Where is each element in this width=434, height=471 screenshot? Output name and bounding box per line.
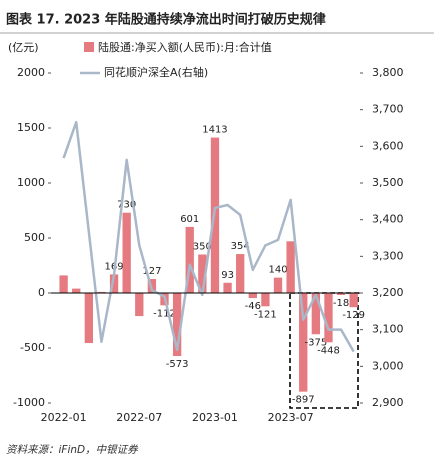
bar — [248, 293, 257, 299]
value-label: -18 — [333, 298, 349, 309]
bar — [185, 226, 194, 293]
bar — [286, 241, 295, 293]
bar — [172, 293, 182, 357]
y2-tick-label: 3,700 — [372, 103, 404, 116]
value-label: -121 — [254, 309, 277, 320]
value-label: 354 — [231, 241, 250, 252]
value-label: 127 — [142, 266, 161, 277]
bar — [336, 293, 346, 295]
source: 资料来源：iFinD，中银证券 — [6, 444, 139, 456]
y2-tick-label: 3,600 — [372, 139, 404, 152]
bar — [349, 293, 358, 308]
y2-tick-label: 2,900 — [372, 396, 404, 409]
x-tick-label: 2022-07 — [116, 411, 162, 424]
value-label: 93 — [221, 270, 234, 281]
y-tick-label: 1000 — [17, 176, 45, 189]
y2-tick-label: 3,400 — [372, 213, 404, 226]
y-tick-label: 2000 — [17, 66, 45, 79]
y-tick-label: -500 — [20, 341, 45, 354]
y2-tick-label: 3,800 — [372, 66, 404, 79]
bar — [324, 293, 333, 343]
y-tick-label: 0 — [38, 286, 45, 299]
bar — [72, 288, 81, 293]
bar — [299, 293, 308, 392]
bar — [109, 274, 119, 293]
value-label: 350 — [193, 242, 212, 253]
legend-swatch-bar — [84, 42, 94, 52]
bar — [261, 293, 270, 307]
bar — [198, 254, 207, 293]
bar — [84, 293, 93, 344]
y-tick-label: 1500 — [17, 121, 45, 134]
x-tick-label: 2023-01 — [192, 411, 238, 424]
y2-tick-label: 3,100 — [372, 323, 404, 336]
bar — [236, 254, 245, 293]
y-tick-label: 500 — [24, 231, 45, 244]
bar — [135, 293, 144, 317]
bar — [223, 282, 232, 293]
bar — [97, 291, 106, 293]
x-tick-label: 2023-07 — [268, 411, 314, 424]
value-label: 730 — [117, 200, 136, 211]
bar — [59, 275, 68, 293]
value-label: -573 — [166, 359, 189, 370]
value-label: 140 — [268, 265, 287, 276]
value-label: -129 — [342, 310, 365, 321]
bar — [273, 277, 283, 293]
legend-label: 同花顺沪深全A(右轴) — [104, 65, 208, 79]
value-label: 1413 — [202, 125, 227, 136]
value-label: -375 — [305, 337, 328, 348]
bar — [311, 293, 321, 335]
value-label: 601 — [180, 214, 199, 225]
y2-tick-label: 3,300 — [372, 249, 404, 262]
y2-tick-label: 3,000 — [372, 359, 404, 372]
y2-tick-label: 3,500 — [372, 176, 404, 189]
value-label: -897 — [292, 395, 315, 406]
value-label: -448 — [317, 345, 340, 356]
bar — [122, 212, 131, 293]
x-tick-label: 2022-01 — [41, 411, 87, 424]
chart-title: 图表 17. 2023 年陆股通持续净流出时间打破历史规律 — [6, 12, 326, 28]
value-label: -46 — [245, 301, 261, 312]
y-unit: (亿元) — [8, 41, 39, 54]
line — [62, 120, 355, 353]
value-label: -112 — [153, 308, 176, 319]
y2-tick-label: 3,200 — [372, 286, 404, 299]
y-tick-label: -1000 — [13, 396, 45, 409]
legend-label: 陆股通:净买入额(人民币):月:合计值 — [98, 40, 272, 54]
